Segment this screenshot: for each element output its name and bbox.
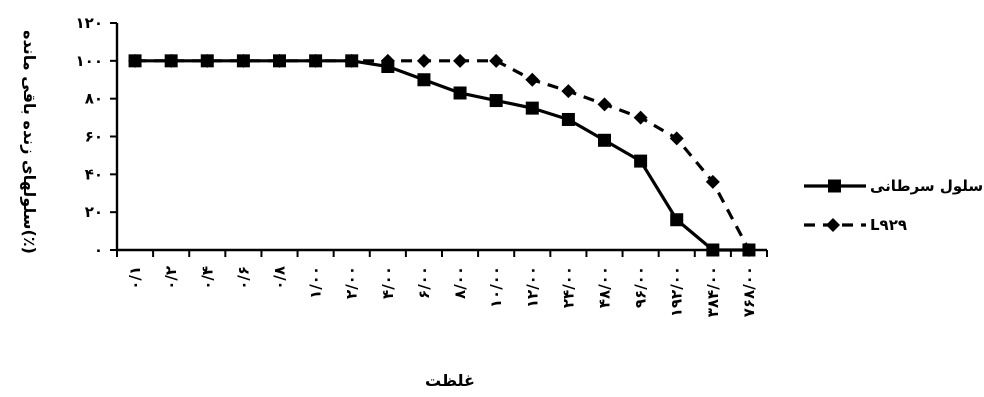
x-tick-label: ۳۸۴/۰۰: [704, 266, 722, 317]
data-point-square: [561, 112, 575, 126]
legend-label-0: سلول سرطانی: [870, 177, 983, 195]
data-point-diamond: [633, 110, 648, 125]
data-point-diamond: [380, 53, 395, 68]
data-point-diamond: [597, 97, 612, 112]
data-point-diamond: [272, 53, 287, 68]
x-tick-label: ۲۴/۰۰: [559, 266, 577, 308]
data-point-diamond: [669, 131, 684, 146]
data-point-diamond: [561, 84, 576, 99]
x-tick-label: ۰/۲: [162, 266, 180, 290]
data-point-diamond: [344, 53, 359, 68]
data-point-diamond: [308, 53, 323, 68]
data-point-square: [670, 213, 684, 227]
x-axis-title: غلظت: [425, 371, 475, 390]
data-point-diamond: [705, 174, 720, 189]
data-point-square: [489, 94, 503, 108]
x-tick-label: ۲/۰۰: [343, 266, 361, 299]
x-tick-label: ۱۰/۰۰: [487, 266, 505, 308]
data-point-diamond: [489, 53, 504, 68]
x-tick-label: ۰/۸: [271, 266, 289, 290]
legend-marker-0: [828, 179, 841, 193]
x-tick-label: ۴/۰۰: [379, 266, 397, 299]
data-point-diamond: [200, 53, 215, 68]
data-point-diamond: [453, 53, 468, 68]
data-point-diamond: [236, 53, 251, 68]
x-tick-label: ۱/۰۰: [307, 266, 325, 299]
x-tick-label: ۹۶/۰۰: [632, 266, 650, 308]
data-point-square: [417, 73, 431, 87]
x-tick-label: ۷۶۸/۰۰: [740, 266, 758, 317]
data-point-diamond: [416, 53, 431, 68]
y-tick-label: ۶۰: [85, 128, 103, 146]
y-tick-label: ۰: [94, 241, 103, 259]
plot-area: ۰ ۲۰ ۴۰ ۶۰ ۸۰ ۱۰۰ ۱۲۰ ۰/۱ ۰/۲ ۰/۴ ۰/۶ ۰/۸ ۱/۰۰ ۲/۰۰ ۴/…: [76, 14, 768, 317]
series-line-1: [135, 59, 751, 251]
x-tick-label: ۰/۴: [198, 266, 216, 290]
y-tick-label: ۸۰: [85, 90, 103, 108]
x-tick-label: ۰/۶: [234, 266, 252, 290]
legend-marker-1: [826, 218, 840, 232]
data-point-diamond: [525, 72, 540, 87]
y-axis-title: سلولهای زنده باقی مانده(٪): [20, 30, 39, 254]
data-point-square: [706, 243, 720, 257]
legend-label-1: L۹۲۹: [870, 216, 907, 234]
legend: سلول سرطانی L۹۲۹: [804, 177, 983, 234]
x-tick-label: ۰/۱: [126, 266, 144, 290]
y-tick-label: ۱۰۰: [76, 52, 103, 70]
x-tick-label: ۱۹۲/۰۰: [668, 266, 686, 317]
data-point-square: [453, 86, 467, 100]
x-tick-label: ۱۲/۰۰: [523, 266, 541, 308]
data-point-square: [525, 101, 539, 115]
data-point-diamond: [164, 53, 179, 68]
y-tick-label: ۱۲۰: [76, 14, 103, 32]
y-tick-label: ۴۰: [85, 165, 103, 183]
data-point-diamond: [741, 243, 756, 257]
x-tick-label: ۸/۰۰: [451, 266, 469, 299]
data-point-diamond: [128, 53, 143, 68]
y-tick-label: ۲۰: [85, 203, 103, 221]
x-tick-label: ۴۸/۰۰: [596, 266, 614, 308]
data-point-square: [598, 133, 611, 147]
series-line-0: [135, 59, 749, 252]
x-tick-label: ۶/۰۰: [415, 266, 433, 299]
data-point-square: [634, 154, 648, 168]
